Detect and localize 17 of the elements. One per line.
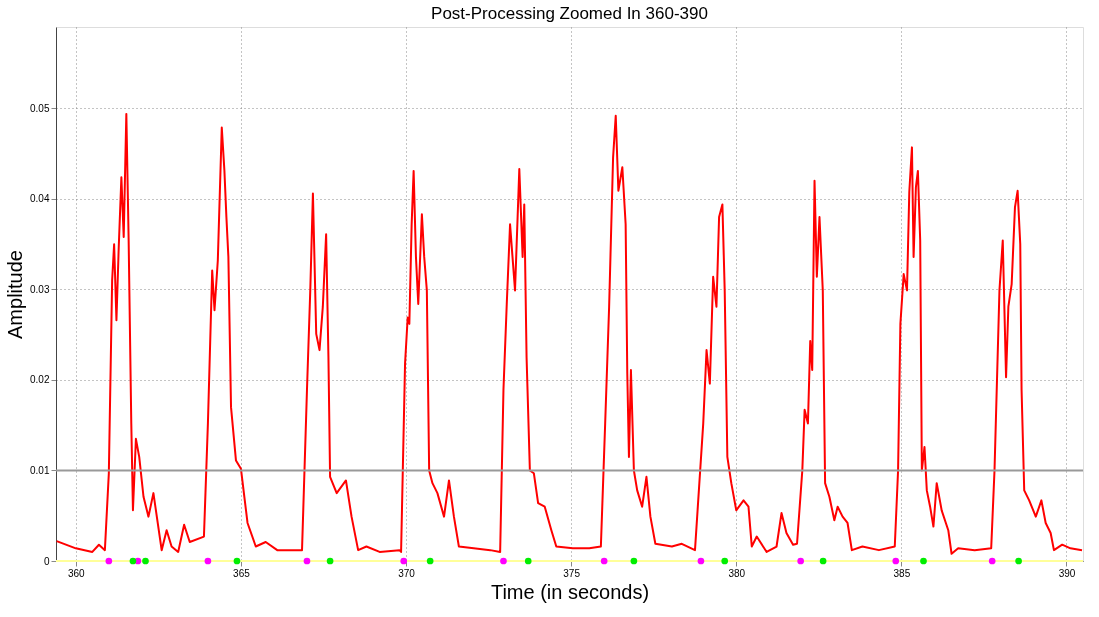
x-tick-label: 375: [563, 567, 581, 579]
x-axis-title: Time (in seconds): [490, 580, 650, 603]
x-tick-label: 365: [233, 567, 251, 579]
y-tick-label: 0.05: [30, 102, 50, 114]
chart-title: Post-Processing Zoomed In 360-390: [431, 4, 708, 23]
y-tick-label: 0: [43, 555, 50, 567]
x-tick-label: 385: [893, 567, 911, 579]
y-axis-title: Amplitude: [4, 250, 27, 339]
x-tick-label: 360: [67, 567, 86, 579]
y-tick-label: 0.04: [30, 193, 50, 205]
x-tick-label: 370: [398, 567, 416, 579]
y-tick-label: 0.03: [30, 283, 50, 295]
x-tick-label: 380: [728, 567, 746, 579]
x-tick-label: 390: [1058, 567, 1076, 579]
line-series: [55, 112, 1084, 555]
y-tick-label: 0.02: [30, 374, 50, 386]
y-tick-label: 0.01: [30, 464, 50, 476]
